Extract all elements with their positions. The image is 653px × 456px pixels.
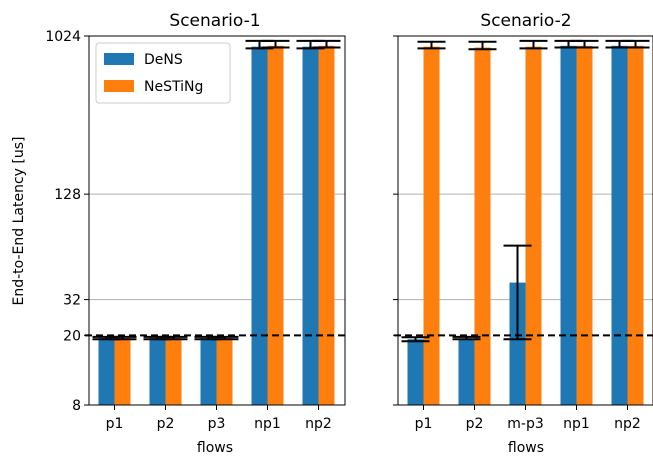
bar-nesting-m-p3 xyxy=(525,46,542,405)
bar-nesting-p1 xyxy=(114,338,131,405)
bar-nesting-np1 xyxy=(267,45,284,405)
bar-dens-np1 xyxy=(560,45,577,405)
x-tick-label: np2 xyxy=(614,416,641,432)
legend: DeNS NeSTiNg xyxy=(95,42,231,104)
legend-swatch-dens xyxy=(104,53,134,65)
x-tick-label: p2 xyxy=(157,416,175,432)
x-tick-label: p1 xyxy=(106,416,124,432)
bar-nesting-p2 xyxy=(474,47,491,406)
x-axis-label: flows xyxy=(197,440,233,456)
scenario-1-panel: Scenario-1 flows 8 20 32 128 1024 p1 p2 p3 np1 np… xyxy=(45,11,349,456)
x-tick-label: np1 xyxy=(254,416,281,432)
legend-label-nesting: NeSTiNg xyxy=(144,79,203,95)
x-tick-label: m-p3 xyxy=(507,416,543,432)
x-axis-label: flows xyxy=(508,440,544,456)
y-tick-label: 1024 xyxy=(45,29,81,45)
y-tick-label: 32 xyxy=(63,293,81,309)
bar-nesting-np2 xyxy=(318,45,335,405)
error-bars xyxy=(92,39,341,341)
legend-label-dens: DeNS xyxy=(144,52,183,68)
bar-dens-p1 xyxy=(98,338,115,405)
y-tick-label: 20 xyxy=(63,328,81,344)
error-bars xyxy=(401,39,650,343)
scenario-2-panel: Scenario-2 flows p1 p2 m-p3 np1 np2 xyxy=(393,11,653,456)
x-tick-label: p3 xyxy=(208,416,226,432)
legend-swatch-nesting xyxy=(104,80,134,92)
bar-dens-np2 xyxy=(302,46,319,405)
bar-dens-p2 xyxy=(458,338,475,405)
x-tick-label: np1 xyxy=(563,416,590,432)
bar-nesting-p3 xyxy=(216,338,233,405)
y-tick-label: 128 xyxy=(54,187,81,203)
bar-dens-m-p3 xyxy=(509,282,526,405)
x-tick-label: p1 xyxy=(415,416,433,432)
bar-dens-p1 xyxy=(407,339,424,405)
bar-dens-p3 xyxy=(200,338,217,405)
y-axis-label: End-to-End Latency [us] xyxy=(11,137,27,306)
x-tick-label: p2 xyxy=(466,416,484,432)
panel-title: Scenario-1 xyxy=(169,11,260,31)
x-tick-label: np2 xyxy=(305,416,332,432)
bar-group xyxy=(407,45,644,406)
y-tick-label: 8 xyxy=(72,398,81,414)
panel-title: Scenario-2 xyxy=(480,11,571,31)
bar-nesting-np1 xyxy=(576,45,593,405)
bar-nesting-p2 xyxy=(165,338,182,405)
bar-dens-np2 xyxy=(611,45,628,405)
bar-group xyxy=(98,45,335,405)
bar-nesting-p1 xyxy=(423,46,440,405)
bar-nesting-np2 xyxy=(627,45,644,405)
bar-dens-p2 xyxy=(149,338,166,405)
bar-dens-np1 xyxy=(251,46,268,405)
